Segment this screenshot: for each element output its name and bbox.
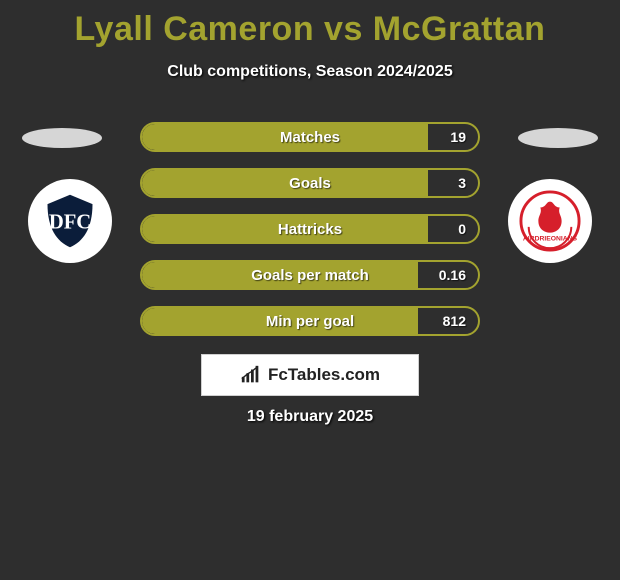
stat-label: Hattricks [142,216,478,242]
stat-row: Hattricks0 [140,214,480,244]
date-label: 19 february 2025 [0,408,620,426]
stats-list: Matches19 Goals3 Hattricks0 Goals per match… [140,122,480,352]
club-badge-left: DFC [28,179,112,263]
stat-row: Matches19 [140,122,480,152]
svg-text:DFC: DFC [49,212,91,234]
stat-value-right: 0.16 [439,262,466,288]
club-badge-right: AIRDRIEONIANS [508,179,592,263]
shield-icon: DFC [40,191,100,251]
bar-chart-icon [240,365,262,385]
page-title: Lyall Cameron vs McGrattan [0,0,620,49]
stat-row: Min per goal812 [140,306,480,336]
stat-value-right: 19 [450,124,466,150]
stat-value-right: 0 [458,216,466,242]
stat-value-right: 3 [458,170,466,196]
shield-icon: AIRDRIEONIANS [519,190,581,252]
stat-label: Min per goal [142,308,478,334]
player-avatar-right [518,128,598,148]
stat-label: Goals [142,170,478,196]
brand-box: FcTables.com [201,354,419,396]
stat-label: Goals per match [142,262,478,288]
stat-label: Matches [142,124,478,150]
stat-value-right: 812 [443,308,466,334]
player-avatar-left [22,128,102,148]
stat-row: Goals3 [140,168,480,198]
subtitle: Club competitions, Season 2024/2025 [0,63,620,81]
svg-text:AIRDRIEONIANS: AIRDRIEONIANS [523,235,578,242]
brand-label: FcTables.com [268,365,380,385]
stat-row: Goals per match0.16 [140,260,480,290]
